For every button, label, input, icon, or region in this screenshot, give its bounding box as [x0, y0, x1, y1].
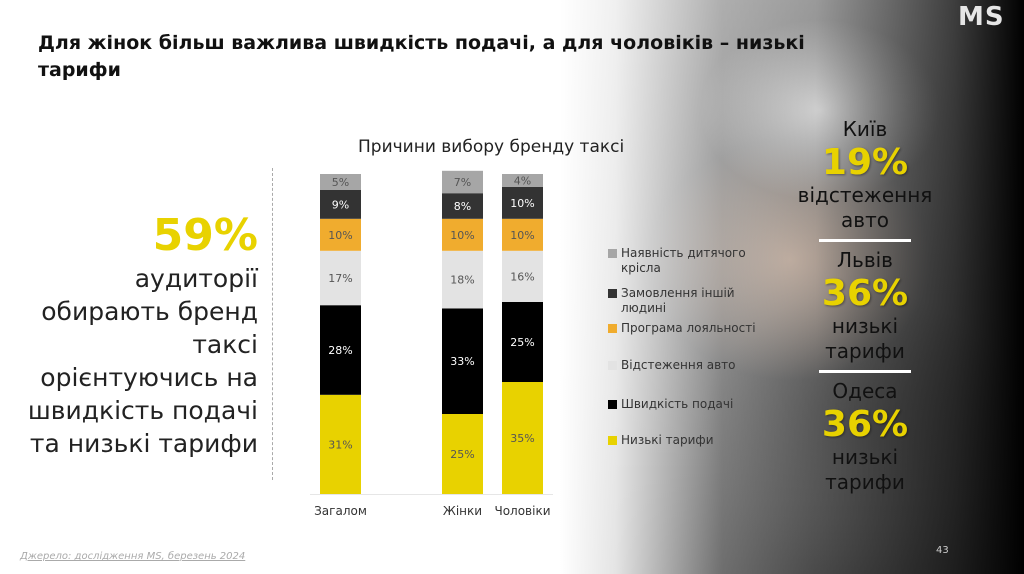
separator	[819, 370, 911, 373]
key-stat: 59% аудиторії обирають бренд таксі орієн…	[20, 210, 258, 460]
city-value: 36%	[821, 273, 909, 314]
data-label: 9%	[332, 198, 349, 211]
bar-segment	[502, 174, 543, 187]
key-stat-value: 59%	[152, 210, 258, 261]
bar-segment	[502, 250, 543, 302]
legend-swatch	[608, 249, 617, 258]
city-desc: низькі тарифи	[825, 314, 905, 363]
bar-segment	[320, 394, 361, 494]
bar-segment	[442, 193, 483, 219]
bar-segment	[502, 382, 543, 494]
separator	[819, 239, 911, 242]
city-name: Львів	[837, 248, 893, 272]
bar-segment	[442, 308, 483, 414]
bar-segment	[442, 170, 483, 194]
bar-segment	[320, 218, 361, 251]
legend-swatch	[608, 324, 617, 333]
legend-swatch	[608, 436, 617, 445]
data-label: 18%	[450, 274, 474, 287]
bar-segment	[442, 414, 483, 494]
data-label: 17%	[328, 272, 352, 285]
data-label: 10%	[450, 229, 474, 242]
legend-label: Замовлення іншій людині	[621, 286, 735, 315]
bar-segment	[320, 190, 361, 219]
bar-segment	[320, 174, 361, 190]
legend-label: Низькі тарифи	[621, 433, 714, 447]
legend-item: Швидкість подачі	[608, 397, 778, 412]
data-label: 7%	[454, 176, 471, 189]
bar-segment	[502, 218, 543, 251]
data-label: 10%	[510, 229, 534, 242]
legend-item: Низькі тарифи	[608, 433, 778, 448]
legend-label: Програма лояльності	[621, 321, 756, 335]
data-label: 31%	[328, 438, 352, 451]
data-label: 16%	[510, 270, 534, 283]
legend-item: Замовлення іншій людині	[608, 286, 778, 316]
bar-segment	[442, 218, 483, 251]
page-number: 43	[936, 545, 949, 556]
data-label: 10%	[328, 229, 352, 242]
legend-swatch	[608, 289, 617, 298]
city-stats: Київ 19% відстеження авто Львів 36% низь…	[790, 115, 940, 495]
bar-segment	[502, 186, 543, 219]
data-label: 33%	[450, 355, 474, 368]
city-desc: низькі тарифи	[825, 445, 905, 494]
category-label: Загалом	[314, 504, 367, 518]
source-link[interactable]: Джерело: дослідження MS, березень 2024	[20, 551, 246, 562]
legend-item: Наявність дитячого крісла	[608, 246, 778, 276]
city-value: 36%	[821, 404, 909, 445]
city-block-kyiv: Київ 19% відстеження авто	[790, 115, 940, 233]
city-name: Київ	[842, 117, 888, 141]
key-stat-text: аудиторії обирають бренд таксі орієнтуюч…	[27, 264, 258, 458]
legend-item: Відстеження авто	[608, 358, 778, 373]
background-photo	[560, 0, 1024, 574]
bar-segment	[502, 302, 543, 382]
city-block-lviv: Львів 36% низькі тарифи	[790, 246, 940, 364]
legend-label: Швидкість подачі	[621, 397, 734, 411]
legend-item: Програма лояльності	[608, 321, 778, 336]
legend-swatch	[608, 361, 617, 370]
bar-segment	[320, 250, 361, 306]
data-label: 28%	[328, 344, 352, 357]
data-label: 4%	[514, 174, 531, 187]
chart-title: Причини вибору бренду таксі	[358, 137, 625, 157]
city-name: Одеса	[832, 379, 898, 403]
data-label: 25%	[450, 448, 474, 461]
bar-segment	[320, 305, 361, 395]
city-value: 19%	[821, 142, 909, 183]
category-label: Жінки	[443, 504, 482, 518]
ms-logo: MS	[958, 2, 1005, 32]
bar-segment	[442, 250, 483, 309]
slide-title: Для жінок більш важлива швидкість подачі…	[38, 32, 805, 81]
legend-swatch	[608, 400, 617, 409]
data-label: 25%	[510, 336, 534, 349]
data-label: 10%	[510, 197, 534, 210]
city-block-odesa: Одеса 36% низькі тарифи	[790, 377, 940, 495]
legend-label: Відстеження авто	[621, 358, 736, 372]
data-label: 35%	[510, 432, 534, 445]
divider	[272, 168, 273, 480]
city-desc: відстеження авто	[797, 183, 933, 232]
data-label: 8%	[454, 200, 471, 213]
legend-label: Наявність дитячого крісла	[621, 246, 746, 275]
data-label: 5%	[332, 176, 349, 189]
category-label: Чоловіки	[494, 504, 550, 518]
